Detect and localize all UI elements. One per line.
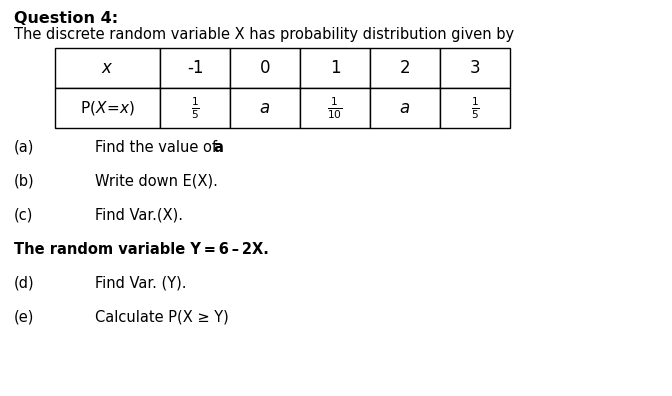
Bar [370,48,440,88]
Bar [440,48,510,88]
Text: Calculate P(X ≥ Y): Calculate P(X ≥ Y) [95,310,228,325]
Bar [370,88,440,128]
Bar [230,88,300,128]
Text: $a$: $a$ [259,99,271,117]
Bar [160,88,230,128]
Text: Find Var.(X).: Find Var.(X). [95,208,183,223]
Text: $a$: $a$ [399,99,411,117]
Text: (e): (e) [14,310,34,325]
Text: (b): (b) [14,174,35,189]
Text: (d): (d) [14,276,35,291]
Text: Find the value of: Find the value of [95,140,222,155]
Bar [55,88,160,128]
Bar [440,88,510,128]
Text: 1: 1 [330,59,340,77]
Text: $\frac{1}{5}$: $\frac{1}{5}$ [470,95,479,121]
Text: -1: -1 [187,59,203,77]
Text: $x$: $x$ [101,59,114,77]
Text: 2: 2 [400,59,411,77]
Text: The random variable Y = 6 – 2X.: The random variable Y = 6 – 2X. [14,242,269,257]
Text: Find Var. (Y).: Find Var. (Y). [95,276,187,291]
Text: (a): (a) [14,140,34,155]
Text: 3: 3 [470,59,480,77]
Text: Question 4:: Question 4: [14,11,118,26]
Text: Write down E(X).: Write down E(X). [95,174,218,189]
Text: 0: 0 [260,59,270,77]
Text: a: a [213,140,223,155]
Bar [300,88,370,128]
Text: The discrete random variable X has probability distribution given by: The discrete random variable X has proba… [14,27,514,42]
Text: (c): (c) [14,208,34,223]
Bar [160,48,230,88]
Bar [55,48,160,88]
Text: $\frac{1}{5}$: $\frac{1}{5}$ [191,95,200,121]
Text: $\frac{1}{10}$: $\frac{1}{10}$ [327,95,343,121]
Bar [230,48,300,88]
Text: $\mathrm{P}(X\!=\!x)$: $\mathrm{P}(X\!=\!x)$ [80,99,135,117]
Bar [300,48,370,88]
